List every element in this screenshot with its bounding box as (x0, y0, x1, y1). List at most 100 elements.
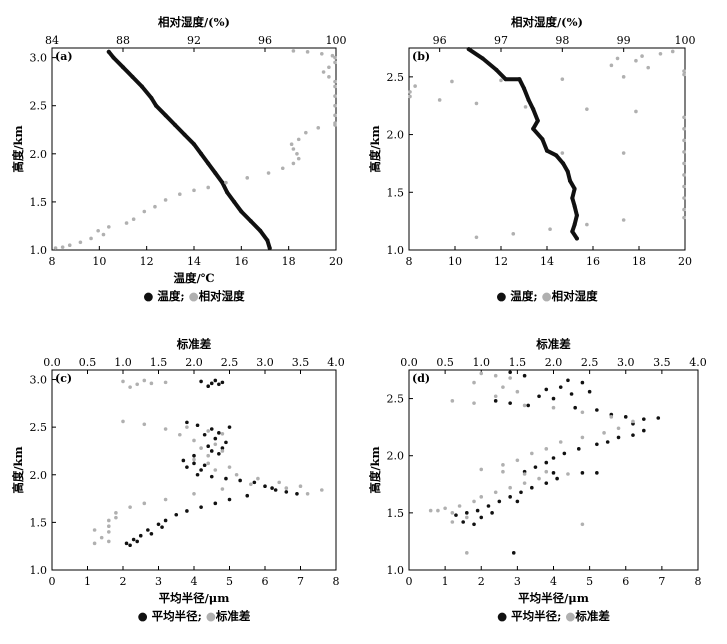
data-point (213, 436, 218, 441)
y-tick-label: 1.0 (387, 244, 405, 257)
data-point (616, 426, 621, 431)
data-point (551, 456, 556, 460)
y-tick-label: 2.5 (387, 71, 405, 84)
data-point (574, 213, 579, 218)
data-point (284, 486, 289, 490)
data-point (545, 148, 549, 153)
data-point (670, 49, 675, 54)
data-point (475, 508, 480, 513)
data-point (192, 461, 196, 466)
data-point (450, 511, 455, 515)
data-point (450, 79, 454, 84)
series-gray (408, 49, 686, 240)
data-point (511, 232, 516, 236)
data-point (114, 515, 118, 520)
data-point (163, 198, 168, 202)
data-point (252, 480, 257, 485)
x-tick-label: 14 (187, 255, 201, 268)
data-point (580, 471, 585, 475)
data-point (595, 408, 599, 412)
data-point (413, 84, 417, 88)
x-tick-label: 18 (632, 255, 646, 268)
data-point (245, 493, 250, 498)
data-point (213, 468, 218, 472)
data-point (682, 196, 686, 200)
data-point (130, 74, 135, 79)
data-point (256, 476, 260, 481)
data-point (609, 63, 614, 68)
x2-tick-label: 88 (116, 34, 130, 47)
data-point (185, 509, 189, 513)
data-point (220, 487, 225, 491)
data-point (320, 488, 324, 492)
x-tick-label: 3 (155, 575, 162, 588)
x-tick-label: 12 (494, 255, 508, 268)
data-point (131, 217, 136, 222)
data-point (465, 511, 469, 515)
data-point (522, 472, 527, 476)
data-point (280, 166, 285, 171)
data-point (178, 192, 182, 197)
data-point (220, 180, 225, 185)
series-line (466, 47, 579, 241)
data-point (142, 209, 147, 214)
data-point (501, 385, 505, 389)
data-point (305, 50, 310, 54)
data-point (682, 115, 686, 120)
data-point (682, 72, 686, 77)
data-point (220, 446, 225, 450)
data-point (501, 469, 505, 474)
legend-entry-2: 标准差 (574, 609, 610, 623)
data-point (213, 378, 218, 383)
x2-tick-label: 2.0 (185, 356, 203, 369)
x-tick-label: 20 (678, 255, 692, 268)
data-point (142, 378, 147, 383)
data-point (572, 204, 577, 209)
data-point (227, 497, 232, 502)
x2-tick-label: 3.5 (653, 356, 671, 369)
data-point (295, 152, 299, 156)
data-point (566, 378, 570, 383)
series-black (124, 378, 299, 548)
panel-b: 8 10 12 14 16 18 20 96 97 98 99 100 1.0 1.5 2.0 2.5 相对湿度… (368, 15, 696, 303)
x2-tick-label: 96 (433, 34, 447, 47)
x-tick-label: 14 (540, 255, 554, 268)
data-point (92, 541, 97, 546)
data-point (192, 457, 196, 462)
data-point (465, 551, 469, 555)
data-point (535, 118, 540, 123)
data-point (565, 169, 570, 174)
data-point (266, 171, 271, 175)
x-tick-label: 20 (329, 255, 343, 268)
data-point (227, 425, 232, 429)
data-point (199, 505, 203, 509)
data-point (163, 113, 168, 118)
panel-label: (a) (55, 50, 73, 63)
data-point (531, 107, 536, 112)
data-point (146, 528, 150, 532)
data-point (304, 130, 308, 135)
legend-marker-gray: ● (206, 609, 216, 623)
data-point (209, 474, 214, 479)
data-point (107, 518, 111, 523)
data-point (181, 458, 186, 463)
data-point (570, 196, 575, 201)
data-point (195, 423, 200, 428)
x2-tick-label: 0.5 (79, 356, 97, 369)
data-point (213, 501, 218, 506)
data-point (295, 492, 299, 496)
x2-tick-label: 3.0 (256, 356, 274, 369)
data-point (526, 97, 531, 102)
x-tick-label: 5 (586, 575, 593, 588)
series-line (106, 49, 272, 251)
legend: ● 温度; ●相对湿度 (496, 289, 598, 303)
data-point (249, 482, 253, 487)
data-point (656, 416, 661, 420)
data-point (107, 539, 111, 544)
data-point (568, 178, 572, 183)
data-point (192, 188, 196, 193)
data-point (107, 225, 111, 229)
x2-tick-label: 1.5 (150, 356, 168, 369)
data-point (206, 444, 210, 448)
